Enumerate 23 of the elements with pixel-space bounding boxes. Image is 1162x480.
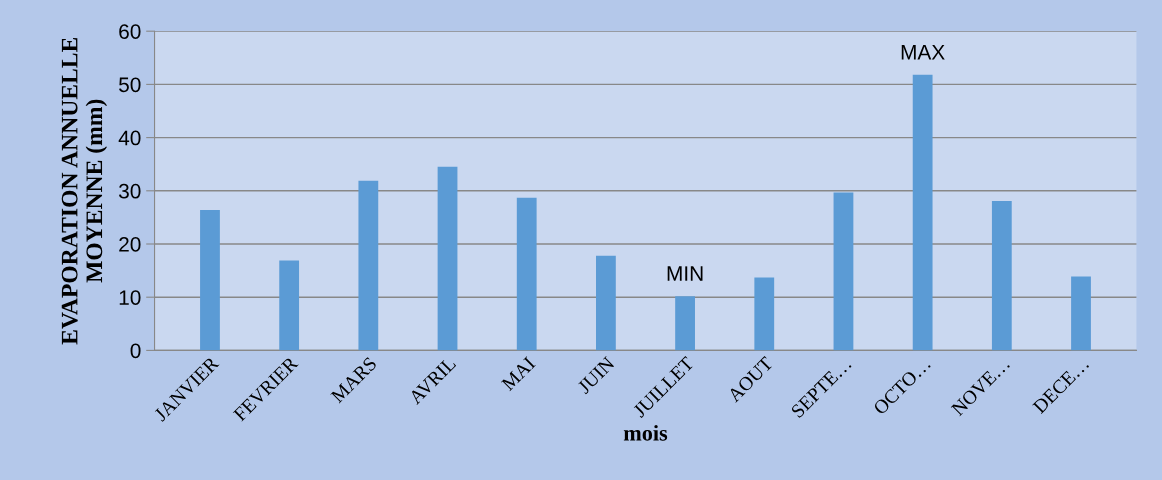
bar [754,277,775,351]
bar [912,74,933,351]
y-tick-label: 0 [130,343,141,359]
x-axis-title: mois [623,425,668,441]
bar [596,255,616,351]
y-axis-title: EVAPORATION ANNUELLE MOYENNE (mm) [61,37,108,345]
y-tick-label: 20 [119,237,141,252]
annotation: MAX [901,45,945,60]
bar [358,180,379,351]
bar [1071,276,1091,351]
y-tick-label: 40 [118,130,141,146]
y-tick-label: 30 [118,183,141,199]
bar [200,209,220,351]
bar [675,296,695,351]
bar [991,200,1012,351]
y-tick-label: 50 [119,77,141,93]
annotation: MIN [667,266,703,281]
bar [516,197,537,351]
y-tick-label: 60 [119,24,141,39]
bar [279,260,300,351]
bar [437,166,458,351]
bar [833,192,854,351]
y-tick-label: 10 [119,290,141,305]
